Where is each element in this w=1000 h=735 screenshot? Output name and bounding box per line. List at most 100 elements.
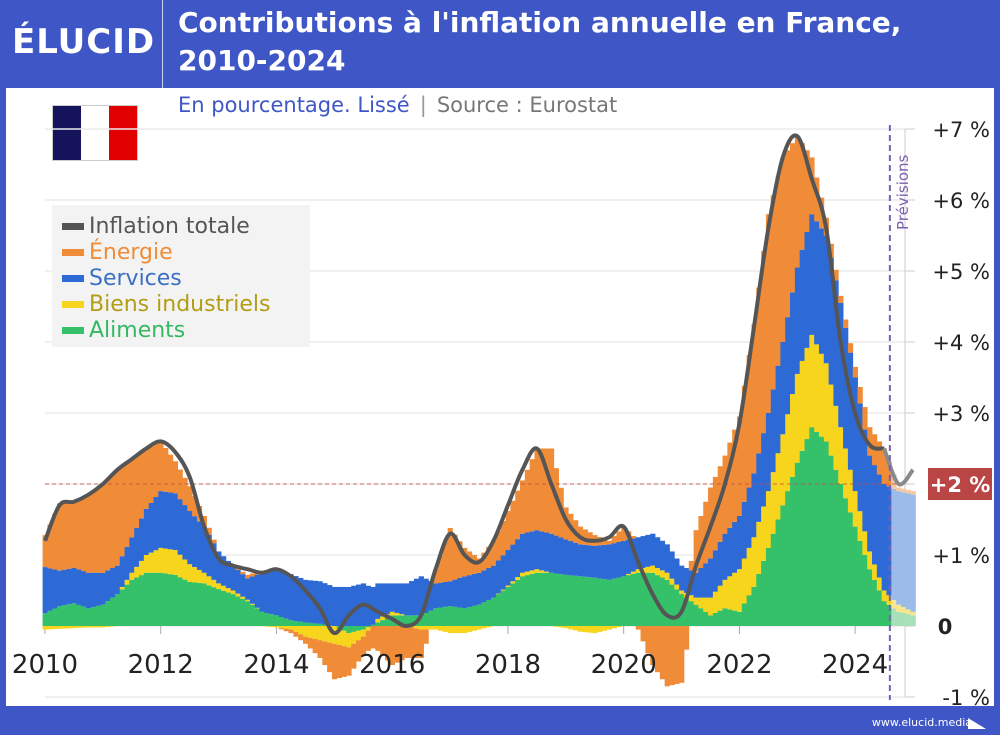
bar-biens — [375, 618, 381, 623]
bar-biens — [221, 585, 227, 591]
bar-energie — [809, 157, 815, 215]
bar-biens — [438, 626, 444, 631]
bar-biens — [823, 363, 830, 442]
bar-biens — [71, 626, 77, 629]
bar-biens — [428, 626, 434, 630]
bar-energie — [172, 461, 179, 494]
bar-aliments — [418, 615, 424, 626]
bar-aliments — [134, 577, 140, 626]
bar-energie — [365, 630, 371, 651]
bar-biens — [139, 560, 145, 576]
legend-label-aliments: Aliments — [89, 317, 186, 343]
bar-services — [794, 267, 801, 374]
bar-biens — [770, 472, 776, 534]
bar-services — [616, 541, 622, 578]
bar-energie — [167, 454, 174, 493]
bar-aliments — [471, 605, 477, 626]
bar-aliments — [76, 604, 82, 626]
bar-aliments — [124, 584, 130, 626]
bar-services — [404, 583, 410, 616]
bar-biens — [302, 626, 309, 637]
bar-aliments — [404, 615, 410, 626]
bar-energie — [356, 640, 362, 662]
bar-energie — [650, 626, 656, 666]
bar-services — [119, 556, 125, 587]
bar-aliments — [278, 617, 285, 626]
bar-services — [852, 377, 858, 492]
bar-aliments — [626, 575, 632, 626]
bar-services — [293, 576, 299, 622]
bar-services — [645, 534, 651, 567]
y-tick-label: +7 % — [932, 118, 990, 142]
bar-services — [428, 581, 434, 611]
bar-energie — [664, 626, 670, 687]
bar-aliments — [838, 484, 844, 626]
bar-biens — [814, 344, 820, 432]
bar-services — [626, 539, 632, 574]
bar-energie — [322, 641, 328, 666]
bar-services — [196, 521, 203, 570]
bar-energie — [891, 474, 897, 489]
bar-energie — [814, 177, 820, 222]
bar-energie — [515, 490, 521, 540]
bar-biens — [399, 614, 405, 616]
bar-energie — [124, 462, 130, 547]
bar-energie — [655, 626, 661, 673]
bar-energie — [129, 459, 135, 538]
bar-aliments — [698, 608, 704, 626]
bar-aliments — [462, 608, 468, 626]
bar-services — [563, 539, 569, 575]
bar-energie — [438, 555, 444, 583]
bar-services — [862, 429, 868, 532]
bar-biens — [761, 506, 767, 561]
bar-energie — [57, 503, 63, 571]
bar-aliments — [95, 605, 101, 626]
bar-services — [703, 563, 709, 598]
bar-aliments — [751, 586, 757, 626]
bar-energie — [751, 324, 757, 474]
bar-energie — [722, 455, 728, 534]
bar-services — [110, 568, 116, 598]
bar-biens — [847, 469, 854, 513]
bar-biens — [471, 626, 477, 631]
bar-services — [211, 543, 217, 580]
bar-biens — [857, 511, 863, 541]
bar-services — [655, 537, 661, 569]
bar-energie — [413, 628, 420, 658]
bar-biens — [606, 626, 613, 630]
bar-energie — [683, 626, 690, 650]
bar-biens — [47, 626, 53, 630]
bar-aliments — [495, 594, 502, 626]
france-flag-icon — [52, 105, 138, 161]
bar-aliments — [129, 579, 135, 626]
bar-biens — [163, 548, 169, 574]
bar-aliments — [775, 519, 781, 626]
footer-url[interactable]: www.elucid.media — [871, 716, 972, 729]
bar-biens — [322, 626, 328, 642]
bar-aliments — [196, 582, 203, 626]
bar-aliments — [722, 608, 728, 626]
bar-services — [274, 569, 280, 616]
bar-aliments — [558, 574, 564, 626]
bar-biens — [785, 414, 791, 492]
elucid-logo[interactable]: ÉLUCID — [12, 22, 156, 62]
bar-energie — [765, 214, 772, 413]
bar-services — [491, 565, 497, 598]
bar-services — [746, 487, 752, 548]
bar-services — [833, 280, 839, 406]
bar-aliments — [900, 612, 907, 626]
bar-services — [394, 583, 400, 613]
bar-biens — [341, 630, 347, 647]
bar-biens — [568, 626, 574, 630]
bar-energie — [105, 479, 111, 571]
bar-services — [235, 569, 241, 594]
bar-biens — [722, 579, 728, 609]
bar-biens — [167, 549, 174, 575]
bar-biens — [592, 626, 598, 634]
y-tick-label: +6 % — [932, 189, 990, 213]
flag-stripe-blue — [53, 106, 81, 160]
bar-biens — [298, 626, 304, 635]
bar-services — [775, 365, 781, 454]
bar-aliments — [770, 533, 776, 626]
